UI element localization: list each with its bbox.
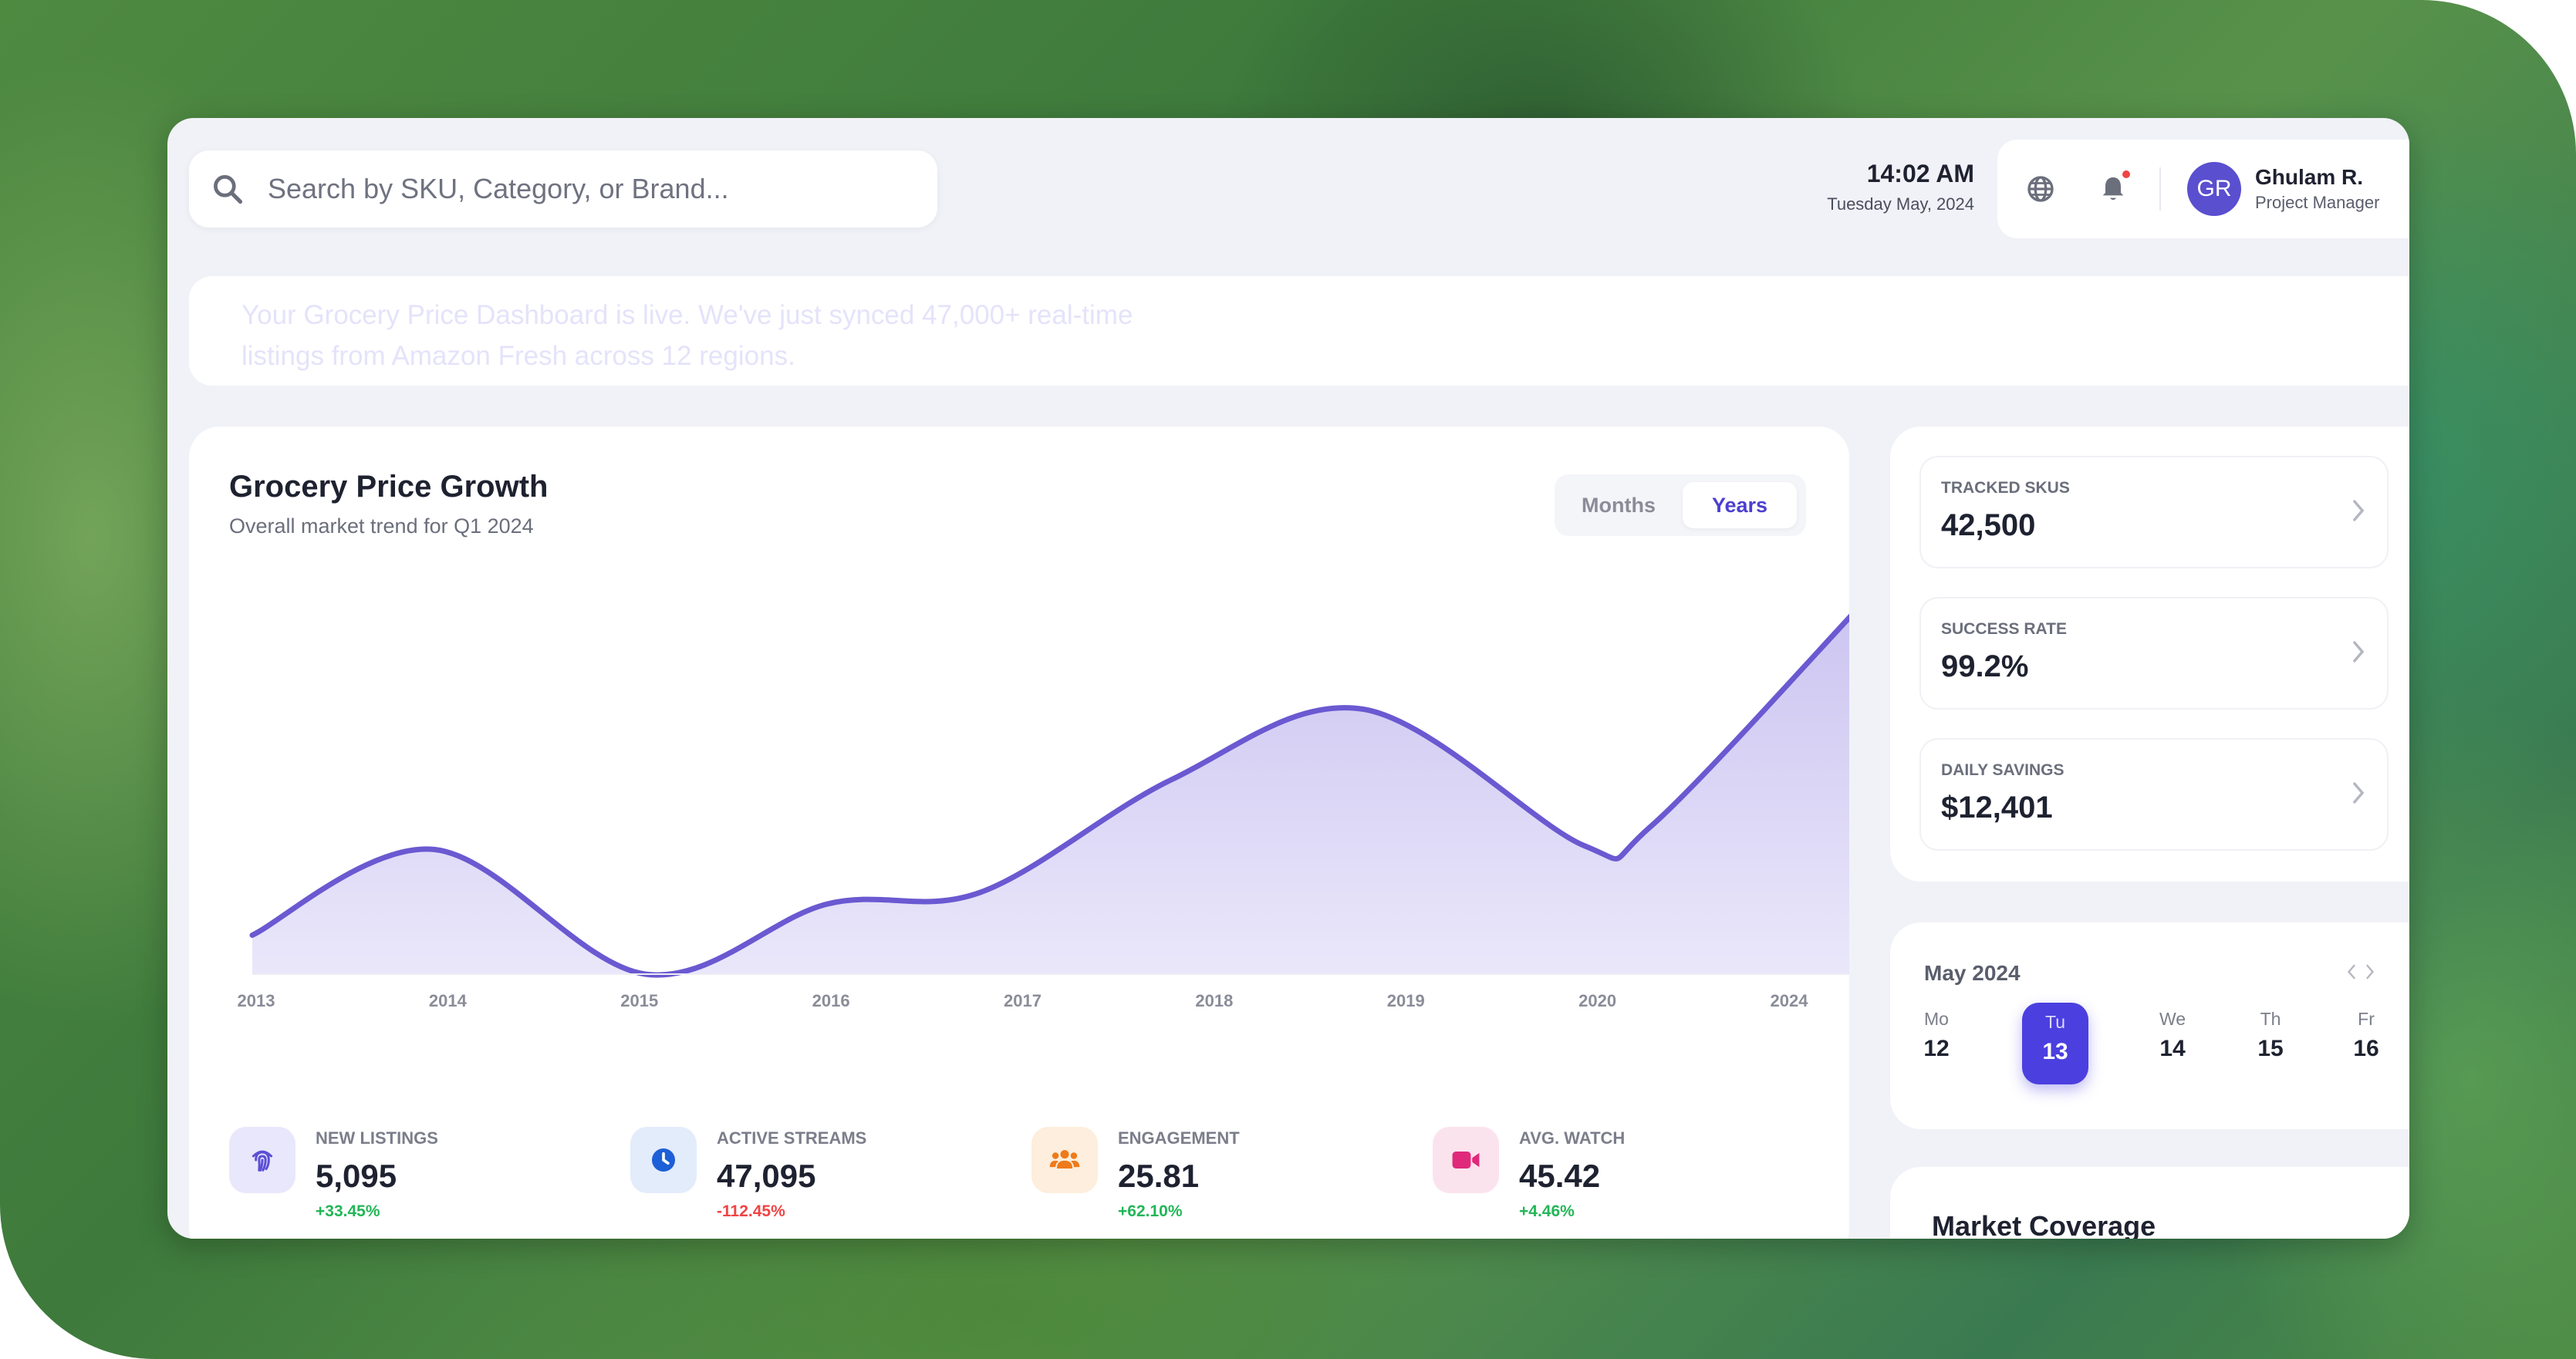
avatar[interactable]: GR (2187, 162, 2241, 216)
tab-years[interactable]: Years (1683, 482, 1797, 528)
market-coverage-title: Market Coverage (1932, 1210, 2156, 1239)
stat-change: +33.45% (316, 1202, 380, 1220)
chart-series-line (249, 613, 1849, 978)
user-info[interactable]: Ghulam R. Project Manager (2255, 165, 2379, 213)
day-number: 12 (1923, 1036, 1950, 1061)
day-of-week: We (2159, 1009, 2186, 1029)
calendar-day-selected[interactable]: Tu 13 (2022, 1003, 2088, 1084)
chevron-right-icon[interactable] (2365, 963, 2375, 981)
metric-label: TRACKED SKUS (1941, 479, 2070, 497)
globe-button[interactable] (2021, 169, 2061, 209)
stat-engagement: ENGAGEMENT 25.81 +62.10% (1031, 1127, 1240, 1221)
toolbar-divider (2159, 167, 2161, 211)
x-tick-label: 2024 (1771, 991, 1809, 1010)
x-tick-label: 2018 (1195, 991, 1233, 1010)
metric-value: 99.2% (1941, 649, 2029, 683)
chevron-right-icon (2353, 782, 2365, 804)
x-tick-label: 2017 (1004, 991, 1042, 1010)
day-number: 14 (2159, 1036, 2186, 1061)
chevron-left-icon[interactable] (2346, 963, 2357, 981)
stat-change: -112.45% (717, 1202, 785, 1220)
stat-label: NEW LISTINGS (316, 1128, 438, 1148)
calendar-day[interactable]: We 14 (2142, 1009, 2203, 1062)
clock: 14:02 AM Tuesday May, 2024 (1827, 160, 1974, 214)
chart-area-fill (252, 617, 1849, 976)
chevron-right-icon (2353, 641, 2365, 663)
globe-icon (2027, 176, 2054, 202)
x-tick-label: 2019 (1387, 991, 1425, 1010)
video-icon (1433, 1127, 1499, 1193)
users-icon (1031, 1127, 1098, 1193)
period-toggle: Months Years (1555, 474, 1806, 536)
x-tick-label: 2013 (238, 991, 275, 1010)
notifications-button[interactable] (2093, 169, 2133, 209)
x-tick-label: 2015 (620, 991, 658, 1010)
stat-label: AVG. WATCH (1519, 1128, 1626, 1148)
metric-label: DAILY SAVINGS (1941, 761, 2065, 779)
stat-label: ACTIVE STREAMS (717, 1128, 867, 1148)
x-tick-label: 2016 (812, 991, 850, 1010)
chart-title: Grocery Price Growth (229, 470, 549, 504)
stat-change: +62.10% (1118, 1202, 1183, 1220)
notification-dot (2122, 170, 2130, 178)
price-growth-chart: 2013 2014 2015 2016 2017 2018 2019 2020 2024 (238, 613, 1849, 1010)
metrics-card: TRACKED SKUS 42,500 SUCCESS RATE 99.2% D… (1890, 427, 2409, 882)
metric-daily-savings[interactable]: DAILY SAVINGS $12,401 (1919, 738, 2389, 851)
stat-change: +4.46% (1519, 1202, 1575, 1220)
chart-subtitle: Overall market trend for Q1 2024 (229, 514, 534, 538)
user-name: Ghulam R. (2255, 165, 2364, 189)
price-growth-card: 2013 2014 2015 2016 2017 2018 2019 2020 2024 Gro… (189, 427, 1849, 1239)
day-of-week: Fr (2358, 1009, 2375, 1029)
banner-text: Your Grocery Price Dashboard is live. We… (241, 300, 1133, 371)
metric-label: SUCCESS RATE (1941, 620, 2067, 638)
stat-label: ENGAGEMENT (1118, 1128, 1240, 1148)
search-input[interactable] (266, 172, 886, 206)
x-tick-label: 2014 (429, 991, 468, 1010)
tab-months[interactable]: Months (1582, 493, 1656, 517)
bell-icon (2102, 177, 2124, 201)
x-tick-label: 2020 (1578, 991, 1616, 1010)
day-of-week: Tu (2045, 1012, 2065, 1032)
user-role: Project Manager (2255, 193, 2380, 212)
day-number: 15 (2257, 1036, 2284, 1061)
user-toolbar: GR Ghulam R. Project Manager (1997, 140, 2409, 238)
search-bar[interactable] (189, 150, 937, 228)
chevron-right-icon (2353, 500, 2365, 521)
dashboard-window: 14:02 AM Tuesday May, 2024 GR Ghulam R. … (167, 118, 2409, 1239)
calendar-day[interactable]: Th 15 (2240, 1009, 2301, 1062)
stat-value: 25.81 (1118, 1158, 1200, 1194)
day-of-week: Th (2260, 1009, 2281, 1029)
current-time: 14:02 AM (1866, 160, 1974, 187)
calendar-month: May 2024 (1924, 961, 2021, 985)
calendar-day[interactable]: Mo 12 (1906, 1009, 1967, 1062)
stat-new-listings: NEW LISTINGS 5,095 +33.45% (229, 1127, 438, 1221)
calendar-day[interactable]: Fr 16 (2335, 1009, 2397, 1062)
calendar-card: May 2024 Mo 12 Tu 13 We 14 Th 15 Fr 16 (1890, 922, 2409, 1129)
metric-value: 42,500 (1941, 508, 2036, 542)
stat-value: 5,095 (316, 1158, 397, 1194)
clock-icon (630, 1127, 697, 1193)
market-coverage-card: Market Coverage (1890, 1167, 2409, 1239)
welcome-banner: Your Grocery Price Dashboard is live. We… (189, 276, 2409, 386)
stat-value: 47,095 (717, 1158, 816, 1194)
day-number: 13 (2042, 1039, 2068, 1064)
stat-value: 45.42 (1519, 1158, 1601, 1194)
current-date: Tuesday May, 2024 (1827, 194, 1974, 214)
metric-value: $12,401 (1941, 791, 2053, 825)
stat-avg-watch: AVG. WATCH 45.42 +4.46% (1433, 1127, 1625, 1221)
day-of-week: Mo (1924, 1009, 1949, 1029)
search-icon (214, 175, 243, 204)
metric-success-rate[interactable]: SUCCESS RATE 99.2% (1919, 597, 2389, 710)
metric-tracked-skus[interactable]: TRACKED SKUS 42,500 (1919, 456, 2389, 568)
fingerprint-icon (229, 1127, 295, 1193)
day-number: 16 (2353, 1036, 2379, 1061)
calendar-nav (2346, 963, 2375, 981)
stat-active-streams: ACTIVE STREAMS 47,095 -112.45% (630, 1127, 866, 1221)
